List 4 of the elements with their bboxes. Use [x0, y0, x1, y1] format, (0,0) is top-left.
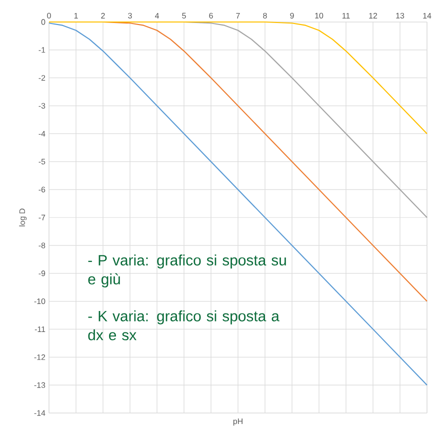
line-series: [48, 22, 428, 386]
annotation: - P varia: grafico si sposta su e giù: [88, 254, 286, 288]
line-series: [48, 21, 428, 134]
annotation: - K varia: grafico si sposta a dx e sx: [88, 310, 280, 340]
